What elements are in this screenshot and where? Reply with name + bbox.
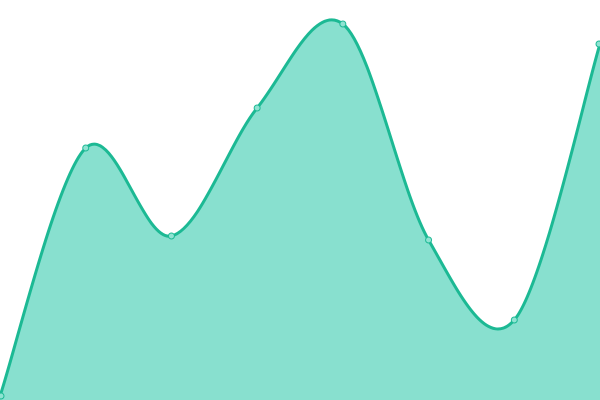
data-point-0 <box>0 392 5 400</box>
data-point-4 <box>339 20 347 28</box>
data-point-3 <box>253 104 261 112</box>
data-point-5 <box>425 236 433 244</box>
data-point-2 <box>167 232 175 240</box>
data-markers <box>0 20 600 400</box>
data-point-6 <box>510 316 518 324</box>
data-point-1 <box>82 144 90 152</box>
data-point-7 <box>595 40 600 48</box>
area-fill <box>0 19 600 400</box>
